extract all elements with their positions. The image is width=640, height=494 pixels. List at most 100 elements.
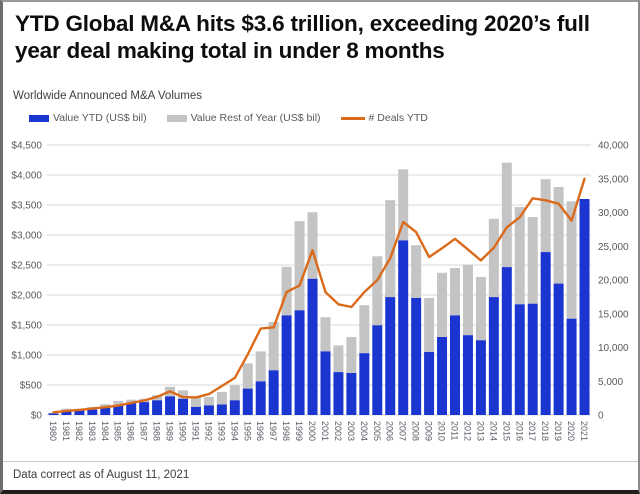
- combo-chart: $0 $500 $1,000 $1,500 $2,000 $2,500 $3,000 $3,5…: [3, 132, 638, 458]
- x-axis-year-label: 2019: [553, 421, 563, 441]
- x-axis-year-label: 1990: [178, 421, 188, 441]
- x-axis-year-label: 1981: [61, 421, 71, 441]
- bar-segment-rest-of-year: [553, 187, 564, 284]
- left-axis-tick-label: $2,000: [11, 291, 42, 302]
- x-axis-year-label: 1997: [268, 421, 278, 441]
- bar-segment-rest-of-year: [437, 272, 448, 337]
- bar-segment-value-ytd: [307, 278, 318, 415]
- right-axis-tick-label: 20,000: [598, 276, 629, 287]
- bar-segment-value-ytd: [527, 303, 538, 415]
- bar-segment-value-ytd: [333, 372, 344, 415]
- bar-segment-rest-of-year: [501, 162, 512, 268]
- bar-segment-rest-of-year: [203, 397, 214, 406]
- bar-segment-rest-of-year: [307, 212, 318, 279]
- footer-divider: [3, 461, 638, 462]
- bar-segment-rest-of-year: [320, 317, 331, 352]
- bar-segment-rest-of-year: [346, 337, 357, 373]
- legend-label: # Deals YTD: [368, 112, 428, 124]
- page-title: YTD Global M&A hits $3.6 trillion, excee…: [15, 11, 590, 64]
- legend-label: Value YTD (US$ bil): [53, 112, 147, 124]
- left-axis-tick-label: $2,500: [11, 261, 42, 272]
- bar-segment-value-ytd: [475, 340, 486, 415]
- bar-segment-rest-of-year: [514, 207, 525, 305]
- bar-segment-rest-of-year: [126, 399, 137, 403]
- bar-segment-value-ytd: [165, 396, 176, 415]
- bar-segment-value-ytd: [74, 410, 85, 415]
- left-axis-tick-label: $4,000: [11, 171, 42, 182]
- x-axis-year-label: 1994: [229, 421, 239, 441]
- right-axis-tick-label: 35,000: [598, 174, 629, 185]
- x-axis-year-label: 1996: [255, 421, 265, 441]
- x-axis-year-label: 1982: [74, 421, 84, 441]
- x-axis-year-label: 2017: [527, 421, 537, 441]
- x-axis-year-label: 1987: [139, 421, 149, 441]
- right-axis-tick-label: 5,000: [598, 377, 623, 388]
- x-axis-year-label: 1983: [87, 421, 97, 441]
- x-axis-year-label: 2018: [540, 421, 550, 441]
- bar-segment-value-ytd: [488, 297, 499, 415]
- chart-legend: Value YTD (US$ bil) Value Rest of Year (…: [29, 112, 442, 124]
- bar-segment-value-ytd: [113, 405, 124, 415]
- x-axis-year-label: 2020: [566, 421, 576, 441]
- bar-segment-value-ytd: [100, 407, 111, 415]
- x-axis-year-label: 2010: [437, 421, 447, 441]
- x-axis-year-label: 1993: [216, 421, 226, 441]
- bar-segment-value-ytd: [372, 325, 383, 415]
- x-axis-year-label: 1999: [294, 421, 304, 441]
- bar-segment-value-ytd: [229, 400, 240, 415]
- bar-segment-value-ytd: [216, 404, 227, 415]
- x-axis-year-label: 2011: [450, 421, 460, 440]
- bar-segment-rest-of-year: [294, 221, 305, 311]
- bar-segment-value-ytd: [268, 370, 279, 415]
- bar-segment-value-ytd: [126, 403, 137, 415]
- bar-segment-value-ytd: [178, 398, 188, 415]
- legend-item-deals: # Deals YTD: [340, 112, 428, 124]
- legend-label: Value Rest of Year (US$ bil): [190, 112, 321, 124]
- bar-segment-value-ytd: [501, 267, 512, 415]
- left-axis-tick-label: $3,000: [11, 231, 42, 242]
- bar-segment-value-ytd: [281, 315, 292, 415]
- bar-segment-value-ytd: [359, 353, 370, 415]
- bar-segment-value-ytd: [242, 388, 253, 415]
- bar-segment-value-ytd: [190, 406, 201, 415]
- bar-segment-rest-of-year: [216, 391, 227, 405]
- bar-segment-rest-of-year: [242, 363, 253, 389]
- x-axis-year-label: 1980: [48, 421, 58, 441]
- x-axis-year-label: 1984: [100, 421, 110, 441]
- bar-segment-rest-of-year: [475, 277, 486, 341]
- bar-segment-value-ytd: [320, 351, 331, 415]
- bar-segment-value-ytd: [87, 409, 98, 415]
- x-axis-year-label: 2013: [475, 421, 485, 441]
- x-axis-year-label: 2008: [411, 421, 421, 441]
- bar-segment-value-ytd: [411, 298, 422, 415]
- bar-segment-value-ytd: [255, 381, 266, 415]
- x-axis-year-label: 2007: [398, 421, 408, 441]
- bar-segment-value-ytd: [424, 352, 435, 415]
- legend-item-value-ytd: Value YTD (US$ bil): [29, 112, 147, 124]
- x-axis-year-label: 2001: [320, 421, 330, 441]
- bar-segment-value-ytd: [385, 297, 396, 415]
- x-axis-year-label: 2000: [307, 421, 317, 441]
- bar-segment-rest-of-year: [411, 245, 422, 298]
- x-axis-year-label: 1991: [190, 421, 200, 441]
- x-axis-year-label: 1992: [203, 421, 213, 441]
- bar-segment-value-ytd: [437, 337, 448, 415]
- bar-segment-value-ytd: [450, 315, 460, 415]
- bar-segment-rest-of-year: [450, 268, 460, 316]
- gray-bar-swatch-icon: [166, 114, 187, 122]
- left-axis-tick-label: $3,500: [11, 201, 42, 212]
- bar-segment-rest-of-year: [424, 298, 435, 352]
- bar-segment-value-ytd: [514, 304, 525, 415]
- legend-item-value-rest: Value Rest of Year (US$ bil): [166, 112, 321, 124]
- bar-segment-rest-of-year: [462, 264, 473, 336]
- x-axis-year-label: 2005: [372, 421, 382, 441]
- left-axis-tick-label: $4,500: [11, 141, 42, 152]
- bar-segment-value-ytd: [462, 335, 473, 415]
- bar-segment-value-ytd: [139, 402, 150, 415]
- bar-segment-value-ytd: [566, 318, 577, 415]
- x-axis-year-label: 2006: [385, 421, 395, 441]
- x-axis-year-label: 2012: [462, 421, 472, 441]
- left-axis-tick-label: $500: [20, 381, 43, 392]
- bar-segment-rest-of-year: [255, 351, 266, 382]
